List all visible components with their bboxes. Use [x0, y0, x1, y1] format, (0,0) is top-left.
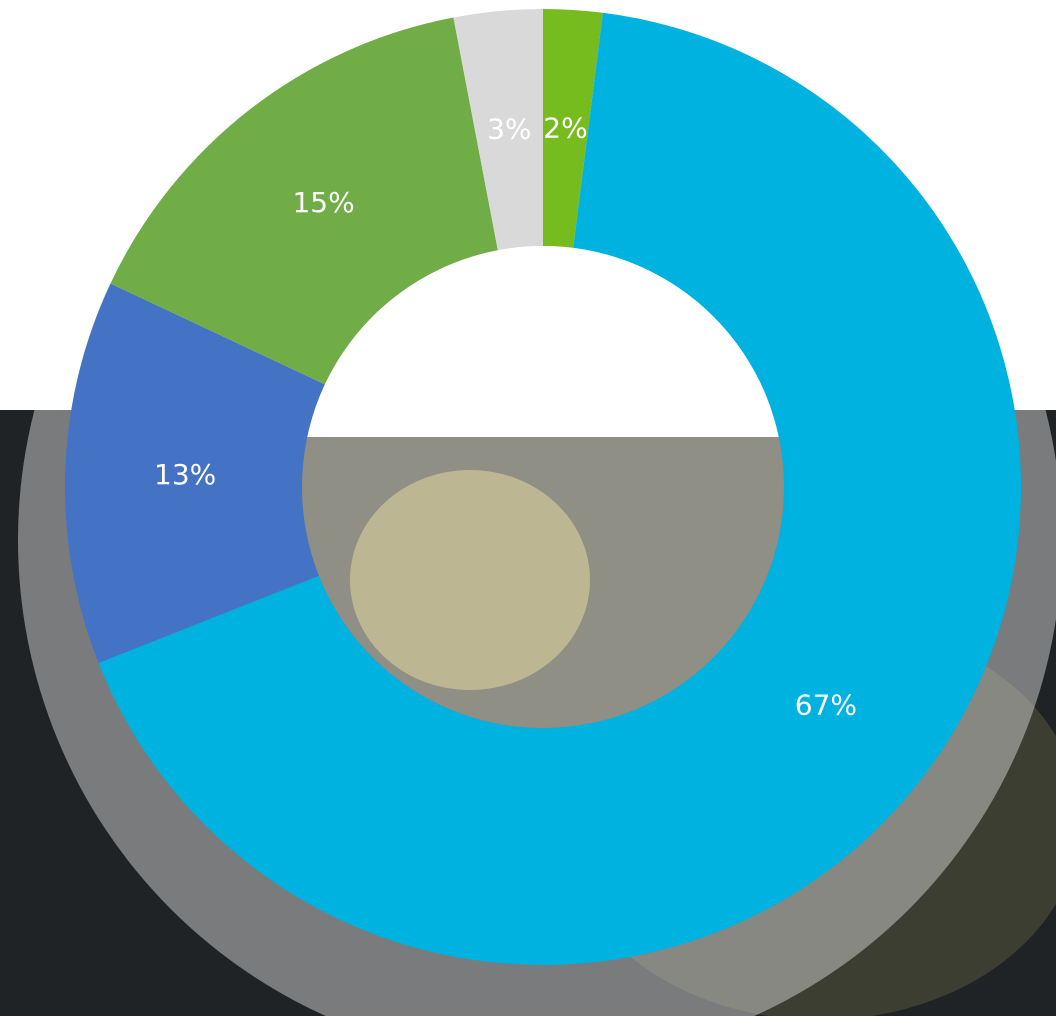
data-label: 13% — [154, 458, 216, 491]
donut-hole — [302, 246, 784, 728]
data-label: 15% — [292, 186, 354, 219]
donut — [65, 9, 1021, 965]
slice — [98, 12, 1021, 965]
slice — [453, 9, 543, 251]
slice — [65, 283, 325, 663]
data-label: 67% — [795, 688, 857, 721]
labels: 2% 67% 13% 15% 3% — [154, 112, 857, 722]
slice — [543, 9, 603, 248]
data-label: 2% — [543, 112, 587, 145]
slice — [110, 17, 498, 385]
data-label: 3% — [487, 113, 531, 146]
